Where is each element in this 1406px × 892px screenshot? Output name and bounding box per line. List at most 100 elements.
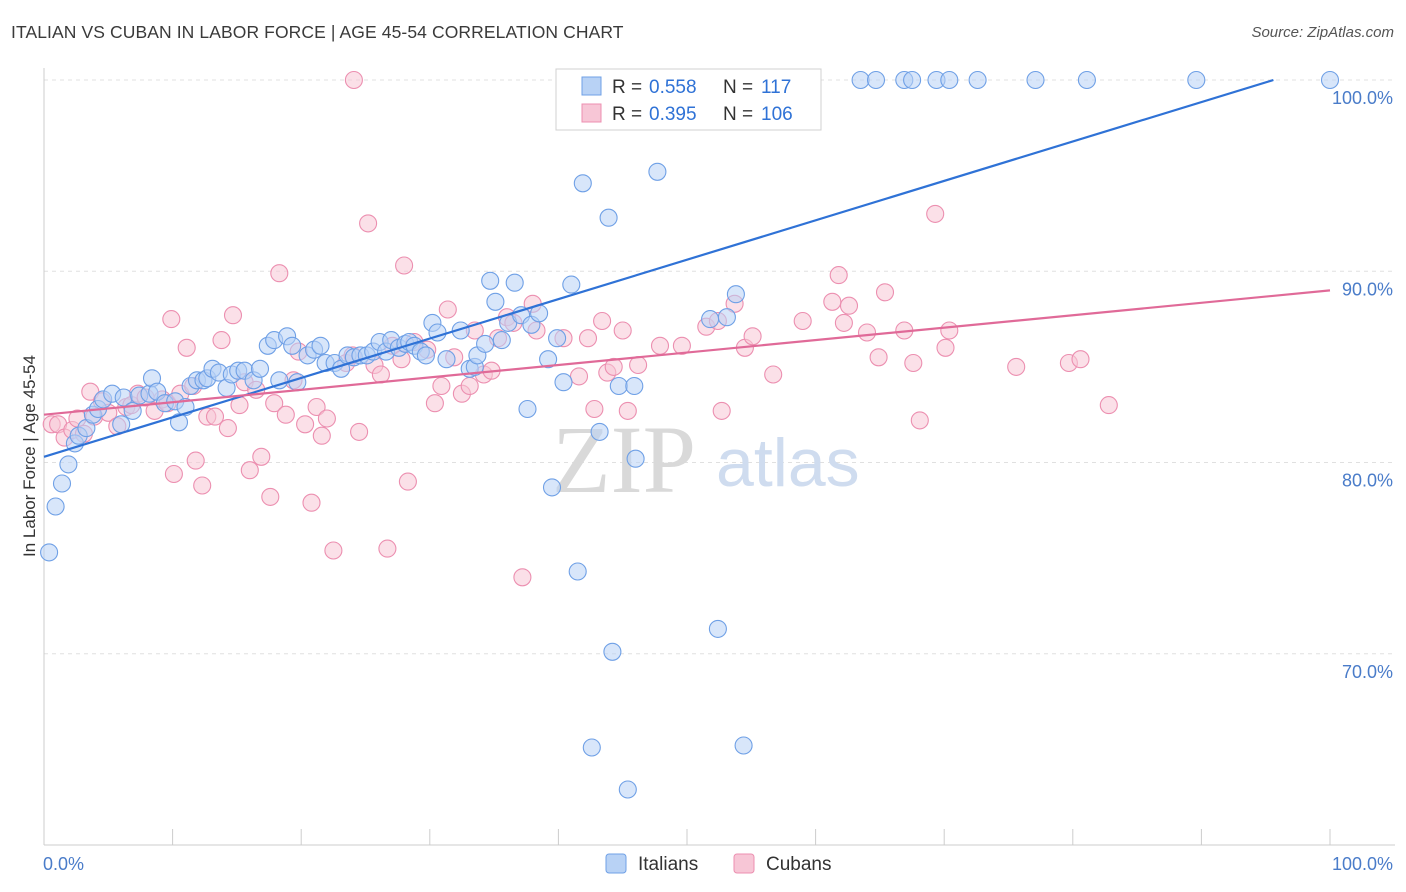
point-italians xyxy=(481,271,500,290)
point-italians xyxy=(548,329,567,348)
point-cubans xyxy=(936,338,955,357)
point-cubans xyxy=(307,397,326,417)
point-italians xyxy=(701,310,720,329)
point-cubans xyxy=(629,355,648,375)
stats-r-value-italians: 0.558 xyxy=(649,77,697,98)
point-italians xyxy=(476,334,495,353)
point-cubans xyxy=(302,493,321,512)
point-italians xyxy=(599,208,618,227)
point-italians xyxy=(562,275,581,294)
stats-r-value-cubans: 0.395 xyxy=(649,104,697,125)
point-cubans xyxy=(1007,357,1026,376)
point-italians xyxy=(726,285,745,304)
point-cubans xyxy=(186,451,205,470)
point-cubans xyxy=(162,310,181,329)
point-cubans xyxy=(839,296,859,315)
point-cubans xyxy=(578,329,598,348)
point-italians xyxy=(270,371,289,390)
point-cubans xyxy=(904,353,923,373)
point-cubans xyxy=(764,365,783,384)
legend-swatch-italians xyxy=(605,853,627,874)
point-italians xyxy=(46,497,65,516)
legend-swatch-cubans xyxy=(733,853,755,874)
point-cubans xyxy=(359,214,378,233)
point-cubans xyxy=(252,447,271,466)
point-cubans xyxy=(344,70,363,90)
point-italians xyxy=(568,562,587,581)
point-cubans xyxy=(926,204,945,223)
point-cubans xyxy=(712,401,731,420)
point-italians xyxy=(554,373,573,392)
point-italians xyxy=(590,422,609,441)
stats-r-label-italians: R = xyxy=(612,77,642,98)
point-cubans xyxy=(270,264,289,283)
point-italians xyxy=(940,70,959,90)
point-italians xyxy=(486,292,505,311)
point-cubans xyxy=(395,256,414,275)
point-italians xyxy=(1026,70,1045,90)
point-cubans xyxy=(869,348,888,367)
point-italians xyxy=(451,321,470,340)
point-cubans xyxy=(1071,350,1090,369)
x-tick-label-left: 0.0% xyxy=(43,854,84,874)
point-cubans xyxy=(460,376,479,396)
point-italians xyxy=(492,331,511,350)
point-italians xyxy=(283,336,302,355)
point-italians xyxy=(609,376,628,396)
watermark-atlas: atlas xyxy=(716,425,860,501)
point-cubans xyxy=(834,313,853,332)
point-cubans xyxy=(940,321,959,340)
trend-lines xyxy=(43,78,1331,458)
point-cubans xyxy=(585,399,604,419)
x-tick-label-right: 100.0% xyxy=(1332,854,1393,874)
point-italians xyxy=(582,738,601,757)
point-cubans xyxy=(875,283,895,302)
y-tick-label: 90.0% xyxy=(1342,279,1393,299)
point-cubans xyxy=(613,321,632,340)
point-cubans xyxy=(1099,396,1118,415)
point-italians xyxy=(603,642,622,661)
point-cubans xyxy=(324,541,343,560)
point-cubans xyxy=(350,422,369,441)
point-italians xyxy=(1077,70,1096,90)
point-italians xyxy=(518,399,537,419)
point-italians xyxy=(573,174,592,193)
point-italians xyxy=(59,455,78,474)
point-cubans xyxy=(205,407,225,426)
point-italians xyxy=(539,350,558,369)
stats-n-value-cubans: 106 xyxy=(761,104,793,125)
point-italians xyxy=(708,619,727,638)
trend-line-cubans xyxy=(43,289,1331,416)
point-italians xyxy=(618,780,637,799)
point-italians xyxy=(717,308,736,327)
point-cubans xyxy=(378,539,397,558)
point-cubans xyxy=(823,292,842,311)
point-italians xyxy=(437,350,456,369)
point-italians xyxy=(40,543,59,562)
point-italians xyxy=(169,413,189,432)
point-cubans xyxy=(438,300,457,319)
stats-n-label-italians: N = xyxy=(723,77,753,98)
point-cubans xyxy=(513,568,532,587)
point-cubans xyxy=(604,357,623,376)
trend-line-italians xyxy=(43,78,1274,458)
point-cubans xyxy=(223,306,243,325)
legend-label-cubans: Cubans xyxy=(766,854,832,875)
point-italians xyxy=(648,162,667,181)
zipatlas-watermark: ZIP atlas xyxy=(552,406,860,513)
point-cubans xyxy=(672,336,691,355)
point-cubans xyxy=(240,461,259,480)
point-italians xyxy=(851,70,870,90)
point-cubans xyxy=(398,472,417,491)
point-cubans xyxy=(793,311,812,331)
point-cubans xyxy=(265,394,284,413)
point-italians xyxy=(626,449,645,468)
y-tick-labels: 70.0% 80.0% 90.0% 100.0% xyxy=(1332,88,1393,682)
y-tick-label: 100.0% xyxy=(1332,88,1393,108)
point-cubans xyxy=(164,464,183,484)
point-italians xyxy=(968,70,987,90)
point-cubans xyxy=(432,376,451,396)
point-cubans xyxy=(857,323,877,342)
legend: Italians Cubans xyxy=(605,853,832,875)
point-italians xyxy=(734,736,753,755)
